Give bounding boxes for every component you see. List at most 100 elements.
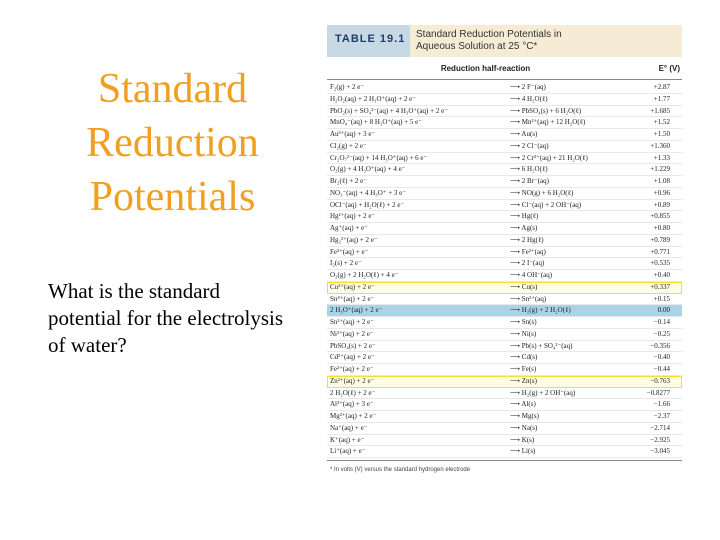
row-products: ⟶ 4 H₂O(ℓ) [510,94,548,103]
table-row: Hg₂²⁺(aq) + 2 e⁻ ⟶ 2 Hg(ℓ) +0.789 [327,235,682,247]
table-row: PbSO₄(s) + 2 e⁻ ⟶ Pb(s) + SO₄²⁻(aq) −0.356 [327,341,682,353]
row-products: ⟶ Na(s) [510,423,538,432]
row-products: ⟶ Fe²⁺(aq) [510,247,546,256]
row-reactants: Sn⁴⁺(aq) + 2 e⁻ [330,294,375,303]
row-products: ⟶ Sn²⁺(aq) [510,294,547,303]
row-products: ⟶ Au(s) [510,130,538,138]
table-row: I₂(s) + 2 e⁻ ⟶ 2 I⁻(aq) +0.535 [327,258,682,270]
question-text: What is the standard potential for the e… [48,279,284,357]
row-potential: −0.25 [653,329,670,338]
row-potential: +0.96 [653,188,670,197]
row-reactants: Al³⁺(aq) + 3 e⁻ [330,400,374,409]
row-products: ⟶ Mg(s) [510,412,539,420]
row-potential: −0.8277 [646,388,670,397]
row-potential: +1.229 [650,165,670,174]
row-potential: −0.40 [653,353,670,362]
row-potential: −3.045 [650,447,670,456]
row-potential: +0.771 [650,247,670,256]
row-reactants: PbO₂(s) + SO₄²⁻(aq) + 4 H₃O⁺(aq) + 2 e⁻ [330,106,448,115]
table-row: Cu²⁺(aq) + 2 e⁻ ⟶ Cu(s) +0.337 [327,281,682,294]
row-potential: +0.337 [650,282,670,291]
row-reactants: Fe²⁺(aq) + 2 e⁻ [330,365,374,373]
table-row: Na⁺(aq) + e⁻ ⟶ Na(s) −2.714 [327,423,682,435]
row-reactants: Br₂(ℓ) + 2 e⁻ [330,177,367,185]
row-reactants: Cu²⁺(aq) + 2 e⁻ [330,282,375,291]
row-potential: −0.356 [650,341,670,350]
row-reactants: MnO₄⁻(aq) + 8 H₃O⁺(aq) + 5 e⁻ [330,118,422,127]
table-row: Cl₂(g) + 2 e⁻ ⟶ 2 Cl⁻(aq) +1.360 [327,141,682,153]
row-products: ⟶ 4 OH⁻(aq) [510,271,553,279]
row-reactants: Mg²⁺(aq) + 2 e⁻ [330,412,377,420]
table-row: O₂(g) + 2 H₂O(ℓ) + 4 e⁻ ⟶ 4 OH⁻(aq) +0.40 [327,270,682,282]
table-header: TABLE 19.1 Standard Reduction Potentials… [327,25,682,57]
table-body: F₂(g) + 2 e⁻ ⟶ 2 F⁻(aq) +2.87 H₂O₂(aq) + 2 … [327,82,682,458]
row-reactants: Cl₂(g) + 2 e⁻ [330,141,367,150]
row-products: ⟶ PbSO₄(s) + 6 H₂O(ℓ) [510,106,582,115]
row-reactants: 2 H₂O(ℓ) + 2 e⁻ [330,388,376,397]
row-products: ⟶ 2 Hg(ℓ) [510,235,544,244]
row-reactants: I₂(s) + 2 e⁻ [330,259,362,268]
table-row: Fe³⁺(aq) + e⁻ ⟶ Fe²⁺(aq) +0.771 [327,247,682,259]
row-potential: +0.89 [653,200,670,209]
row-potential: −0.14 [653,318,670,326]
table-label: TABLE 19.1 [327,25,410,57]
row-reactants: OCl⁻(aq) + H₂O(ℓ) + 2 e⁻ [330,200,405,209]
table-row: Hg²⁺(aq) + 2 e⁻ ⟶ Hg(ℓ) +0.855 [327,211,682,223]
row-products: ⟶ Li(s) [510,447,536,456]
row-potential: −1.66 [653,400,670,409]
row-potential: +1.50 [653,130,670,138]
row-potential: −0.44 [653,365,670,373]
table-row: Al³⁺(aq) + 3 e⁻ ⟶ Al(s) −1.66 [327,399,682,411]
table-row: O₂(g) + 4 H₃O⁺(aq) + 4 e⁻ ⟶ 6 H₂O(ℓ) +1.22… [327,164,682,176]
row-reactants: NO₃⁻(aq) + 4 H₃O⁺ + 3 e⁻ [330,188,406,197]
row-reactants: Zn²⁺(aq) + 2 e⁻ [330,376,375,385]
row-products: ⟶ 2 Br⁻(aq) [510,177,549,185]
row-potential: −2.925 [650,435,670,444]
row-products: ⟶ Hg(ℓ) [510,212,539,221]
row-reactants: 2 H₃O⁺(aq) + 2 e⁻ [330,306,383,315]
table-caption-line: Standard Reduction Potentials in [416,29,562,40]
row-products: ⟶ 2 Cr³⁺(aq) + 21 H₂O(ℓ) [510,153,588,162]
table-row: 2 H₃O⁺(aq) + 2 e⁻ ⟶ H₂(g) + 2 H₂O(ℓ) 0.00 [327,305,682,317]
row-products: ⟶ 2 I⁻(aq) [510,259,545,268]
row-products: ⟶ Ni(s) [510,329,537,338]
table-row: PbO₂(s) + SO₄²⁻(aq) + 4 H₃O⁺(aq) + 2 e⁻ ⟶… [327,106,682,118]
table-row: Ni²⁺(aq) + 2 e⁻ ⟶ Ni(s) −0.25 [327,329,682,341]
table-row: Cd²⁺(aq) + 2 e⁻ ⟶ Cd(s) −0.40 [327,352,682,364]
row-potential: +0.80 [653,224,670,232]
row-potential: +0.789 [650,235,670,244]
row-reactants: PbSO₄(s) + 2 e⁻ [330,341,376,350]
table-row: OCl⁻(aq) + H₂O(ℓ) + 2 e⁻ ⟶ Cl⁻(aq) + 2 OH… [327,200,682,212]
slide-title-line: Potentials [89,174,256,220]
reduction-potentials-table: TABLE 19.1 Standard Reduction Potentials… [327,25,682,520]
table-footnote: * In volts (V) versus the standard hydro… [330,467,471,473]
row-potential: −0.763 [650,376,670,385]
row-reactants: O₂(g) + 4 H₃O⁺(aq) + 4 e⁻ [330,165,406,174]
row-reactants: Cd²⁺(aq) + 2 e⁻ [330,353,375,362]
table-row: 2 H₂O(ℓ) + 2 e⁻ ⟶ H₂(g) + 2 OH⁻(aq) −0.827… [327,388,682,400]
row-potential: +1.77 [653,94,670,103]
slide-title: Standard Reduction Potentials [40,62,305,224]
row-products: ⟶ H₂(g) + 2 OH⁻(aq) [510,388,576,397]
table-row: Cr₂O₇²⁻(aq) + 14 H₃O⁺(aq) + 6 e⁻ ⟶ 2 Cr³⁺… [327,153,682,165]
row-reactants: Hg₂²⁺(aq) + 2 e⁻ [330,235,378,244]
row-products: ⟶ Sn(s) [510,318,537,326]
table-row: Ag⁺(aq) + e⁻ ⟶ Ag(s) +0.80 [327,223,682,235]
row-reactants: O₂(g) + 2 H₂O(ℓ) + 4 e⁻ [330,271,399,279]
row-products: ⟶ Al(s) [510,400,536,409]
row-reactants: Cr₂O₇²⁻(aq) + 14 H₃O⁺(aq) + 6 e⁻ [330,153,428,162]
slide-title-line: Reduction [86,120,259,166]
row-products: ⟶ 6 H₂O(ℓ) [510,165,548,174]
column-header-reaction: Reduction half-reaction [440,64,531,73]
row-potential: +1.52 [653,118,670,127]
column-header-potential: E° (V) [658,64,680,73]
table-row: K⁺(aq) + e⁻ ⟶ K(s) −2.925 [327,435,682,447]
table-bottom-rule [327,460,682,461]
row-potential: +1.685 [650,106,670,115]
row-potential: +1.360 [650,141,670,150]
row-products: ⟶ 2 F⁻(aq) [510,83,546,91]
table-caption-line: Aqueous Solution at 25 °C* [416,41,538,52]
row-products: ⟶ K(s) [510,435,535,444]
table-caption: Standard Reduction Potentials in Aqueous… [410,25,568,57]
table-row: Sn²⁺(aq) + 2 e⁻ ⟶ Sn(s) −0.14 [327,317,682,329]
